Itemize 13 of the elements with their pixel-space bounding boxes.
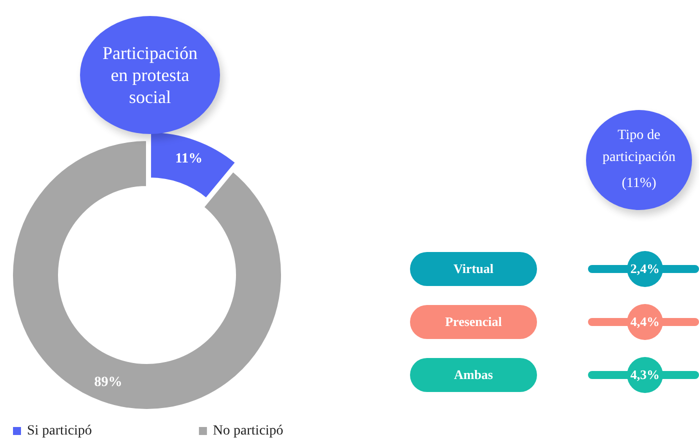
- data-label: 11%: [175, 151, 202, 166]
- text: (11%): [622, 175, 656, 193]
- text: Tipo de participación: [601, 127, 677, 167]
- text: 2,4%: [630, 261, 660, 276]
- category-label: Virtual: [410, 252, 537, 286]
- text: 4,3%: [630, 367, 660, 382]
- chart-title: Participación en protesta social: [80, 16, 220, 134]
- data-label: 89%: [94, 375, 122, 390]
- text: 4,4%: [630, 314, 660, 329]
- legend-label: No participó: [212, 424, 284, 438]
- legend-label: Si participó: [27, 424, 92, 438]
- category-label: Ambas: [410, 358, 537, 392]
- category-label: Presencial: [410, 305, 537, 339]
